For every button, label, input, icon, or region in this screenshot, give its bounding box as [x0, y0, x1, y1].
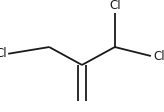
Text: Cl: Cl [109, 0, 121, 12]
Text: Cl: Cl [153, 50, 164, 62]
Text: Cl: Cl [0, 47, 7, 60]
